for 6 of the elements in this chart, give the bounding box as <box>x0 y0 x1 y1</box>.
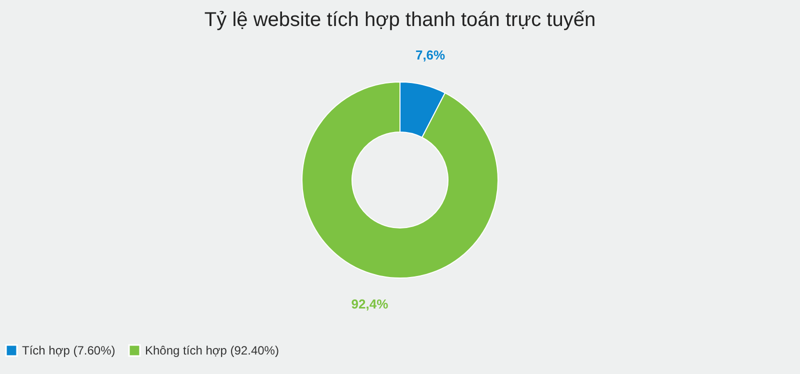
data-label: 92,4% <box>351 296 389 312</box>
donut-slice <box>302 82 498 278</box>
legend-label: Tích hợp (7.60%) <box>22 344 116 358</box>
data-label: 7,6% <box>415 48 446 63</box>
chart-title: Tỷ lệ website tích hợp thanh toán trực tuyến <box>204 9 596 31</box>
legend-label: Không tích hợp (92.40%) <box>145 344 279 358</box>
